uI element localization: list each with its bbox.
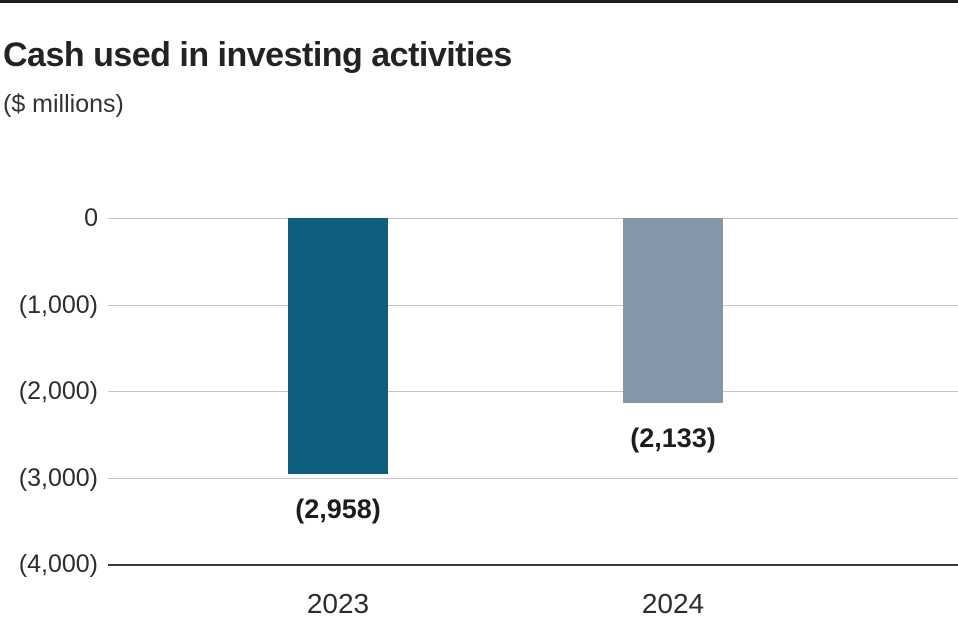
- y-axis-tick-label: (1,000): [18, 291, 98, 319]
- bar-value-label-2024: (2,133): [630, 423, 716, 453]
- x-axis-category-label-2024: 2024: [641, 588, 705, 619]
- y-axis-tick-label: (4,000): [18, 550, 98, 578]
- bar-value-label-2023: (2,958): [295, 494, 381, 524]
- x-axis-category-label-2023: 2023: [306, 588, 370, 619]
- y-axis-tick-label: (2,000): [18, 377, 98, 405]
- gridline: [108, 218, 958, 219]
- chart-subtitle: ($ millions): [3, 90, 124, 118]
- chart-title: Cash used in investing activities: [3, 36, 512, 74]
- gridline: [108, 305, 958, 306]
- bar-2024: [623, 218, 723, 403]
- gridline: [108, 391, 958, 392]
- y-axis-tick-label: (3,000): [18, 464, 98, 492]
- x-axis-line: [108, 564, 958, 566]
- top-rule: [0, 0, 958, 3]
- gridline: [108, 478, 958, 479]
- y-axis-tick-label: 0: [84, 204, 98, 232]
- bar-2023: [288, 218, 388, 474]
